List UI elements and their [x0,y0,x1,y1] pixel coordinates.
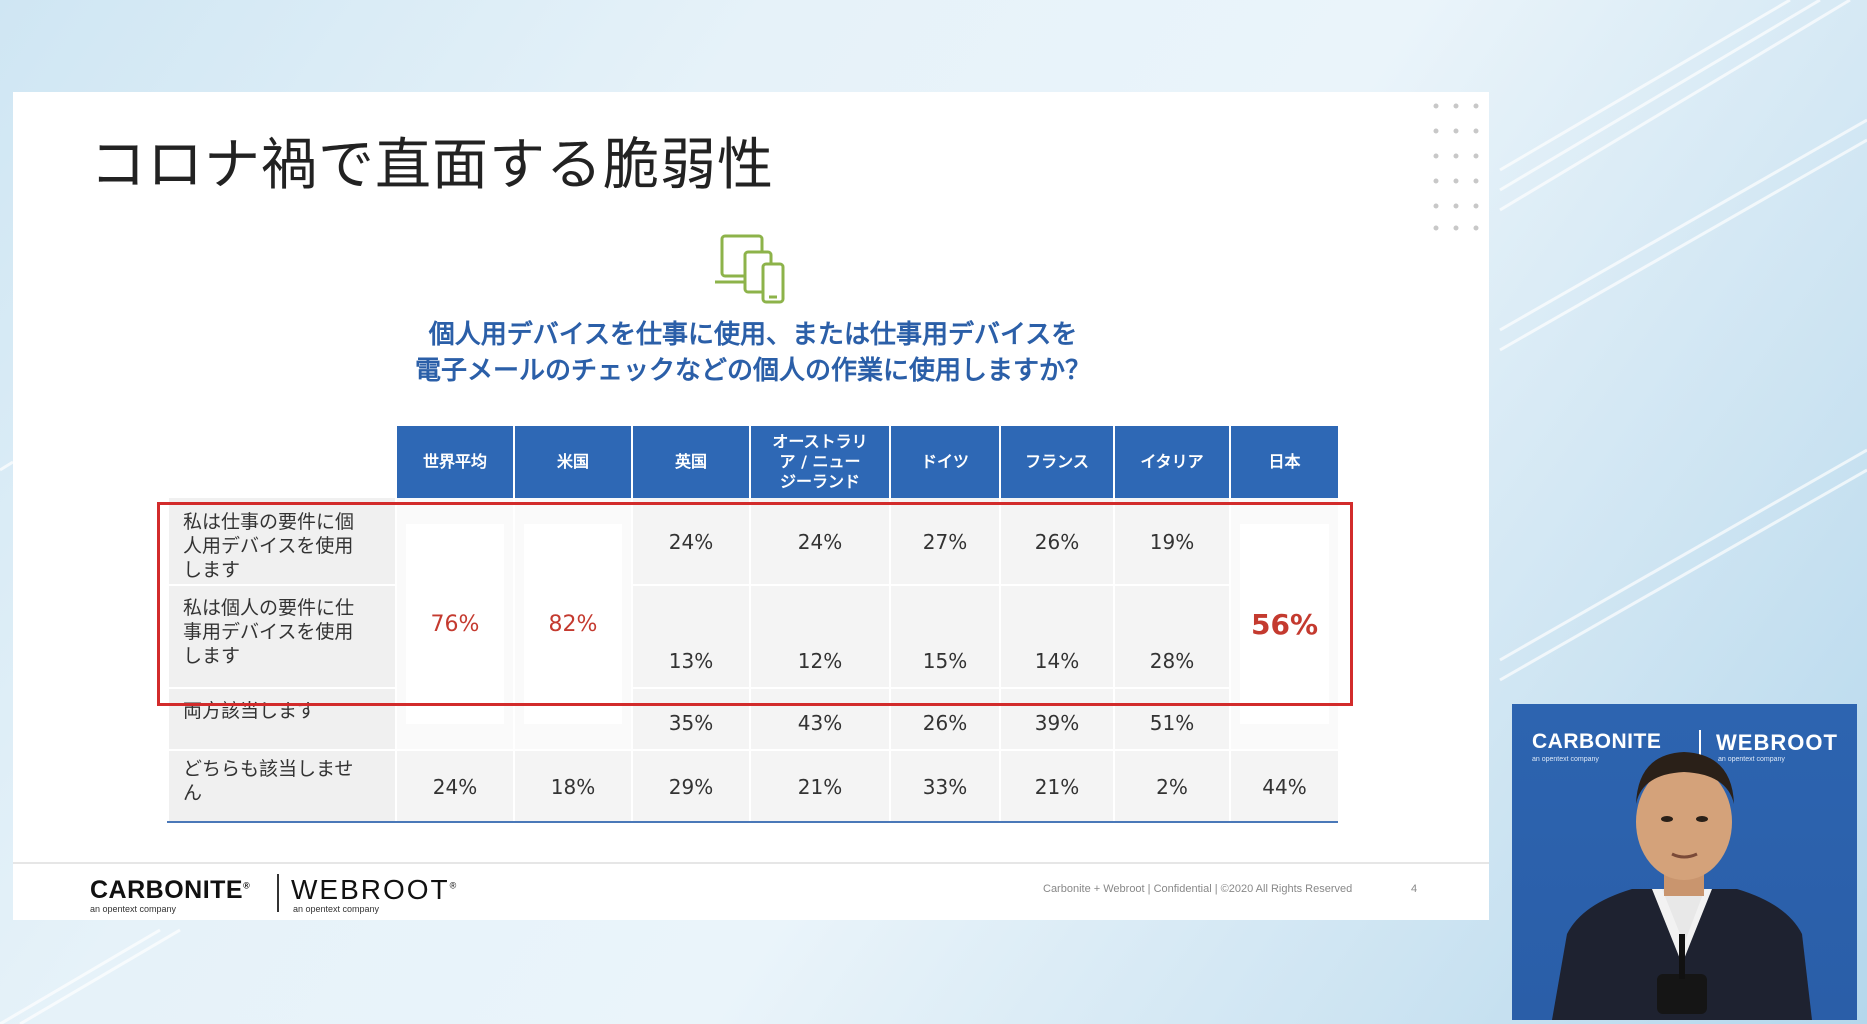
webroot-logo-sub: an opentext company [293,904,380,914]
table-header-row: 世界平均 米国 英国 オーストラリ ア / ニュー ジーランド ドイツ フランス… [168,426,1338,498]
table-cell: 44% [1229,750,1338,823]
header-japan: 日本 [1229,426,1338,498]
survey-question: 個人用デバイスを仕事に使用、または仕事用デバイスを 電子メールのチェックなどの個… [243,317,1263,389]
question-line-1: 個人用デバイスを仕事に使用、または仕事用デバイスを [428,320,1078,350]
row-label-line: ん [183,782,203,804]
japan-merged-cell: 56% [1229,498,1338,751]
row-label-line: します [183,559,241,581]
question-line-2: 電子メールのチェックなどの個人の作業に使用しますか？ [414,356,1091,386]
header-empty-cell [168,426,396,498]
table-cell: 12% [749,585,890,689]
table-cell: 28% [1113,585,1230,689]
us-merged-cell: 82% [513,498,632,751]
presenter-carbonite-logo: CARBONITE [1532,730,1662,753]
table-cell: 2% [1113,750,1230,823]
header-au-line-1: オーストラリ [772,432,868,451]
table-cell: 15% [889,585,1000,689]
logo-separator [277,874,279,912]
webroot-logo: WEBROOT® [291,874,459,905]
table-row: どちらも該当しませ ん 24% 18% 29% 21% 33% 21% 2% 4… [167,750,1338,823]
row-label-line: 事用デバイスを使用 [183,621,354,643]
presenter-webroot-sub: an opentext company [1718,756,1785,763]
table-cell: 33% [889,750,1000,823]
confidential-notice: Carbonite + Webroot | Confidential | ©20… [1043,883,1353,895]
table-cell: 24% [631,498,750,586]
table-cell: 51% [1113,688,1230,751]
presenter-video: CARBONITE an opentext company WEBROOT an… [1512,704,1857,1020]
presentation-slide: コロナ禍で直面する脆弱性 個人用デバイスを仕事に使用、または仕事用デバイスを 電… [13,92,1489,920]
presenter-carbonite-sub: an opentext company [1532,756,1599,763]
dot-grid-decoration [1433,103,1479,231]
table-cell: 19% [1113,498,1230,586]
table-row: 両方該当します 35% 43% 26% 39% 51% [167,688,1338,751]
table-cell: 24% [395,750,514,823]
table-cell: 39% [999,688,1114,751]
webroot-logo-text: WEBROOT [291,874,450,905]
row-label-line: 人用デバイスを使用 [183,535,354,557]
table-cell: 26% [889,688,1000,751]
table-cell: 24% [749,498,890,586]
row-label-line: 私は仕事の要件に個 [183,511,355,533]
world-average-merged-cell: 76% [395,498,514,751]
header-world-average: 世界平均 [395,426,514,498]
row-label: どちらも該当しませ ん [167,750,396,823]
table-row: 私は個人の要件に仕 事用デバイスを使用 します 13% 12% 15% 14% … [167,585,1338,689]
row-label-line: どちらも該当しませ [183,758,354,780]
table-cell: 21% [999,750,1114,823]
header-australia-nz: オーストラリ ア / ニュー ジーランド [749,426,890,498]
table-cell: 26% [999,498,1114,586]
japan-value: 56% [1240,524,1329,724]
carbonite-logo-text: CARBONITE [90,876,244,904]
header-uk: 英国 [631,426,750,498]
header-france: フランス [999,426,1114,498]
table-cell: 35% [631,688,750,751]
us-value: 82% [524,524,622,724]
page-number: 4 [1411,883,1418,895]
carbonite-logo: CARBONITE® [90,876,251,904]
table-cell: 14% [999,585,1114,689]
row-label: 私は個人の要件に仕 事用デバイスを使用 します [167,585,396,689]
devices-icon [715,234,785,304]
table-row: 私は仕事の要件に個 人用デバイスを使用 します 76% 82% 24% 24% … [167,498,1338,751]
presenter-person-image [1552,752,1812,1020]
presenter-logo-separator [1699,730,1701,760]
header-us: 米国 [513,426,632,498]
header-italy: イタリア [1113,426,1230,498]
presenter-webroot-logo: WEBROOT [1716,730,1838,755]
row-label-line: 私は個人の要件に仕 [183,597,355,619]
row-label: 私は仕事の要件に個 人用デバイスを使用 します [167,498,396,586]
row-label-line: します [183,645,241,667]
carbonite-logo-sub: an opentext company [90,904,177,914]
table-cell: 21% [749,750,890,823]
header-au-line-3: ジーランド [779,472,860,491]
header-au-line-2: ア / ニュー [779,452,861,471]
survey-table: 世界平均 米国 英国 オーストラリ ア / ニュー ジーランド ドイツ フランス… [167,426,1338,823]
table-cell: 27% [889,498,1000,586]
footer-divider [13,862,1489,864]
table-cell: 43% [749,688,890,751]
header-germany: ドイツ [889,426,1000,498]
slide-title: コロナ禍で直面する脆弱性 [90,133,774,198]
table-cell: 13% [631,585,750,689]
world-average-value: 76% [406,524,504,724]
table-cell: 29% [631,750,750,823]
highlight-box [157,502,1353,706]
table-cell: 18% [513,750,632,823]
